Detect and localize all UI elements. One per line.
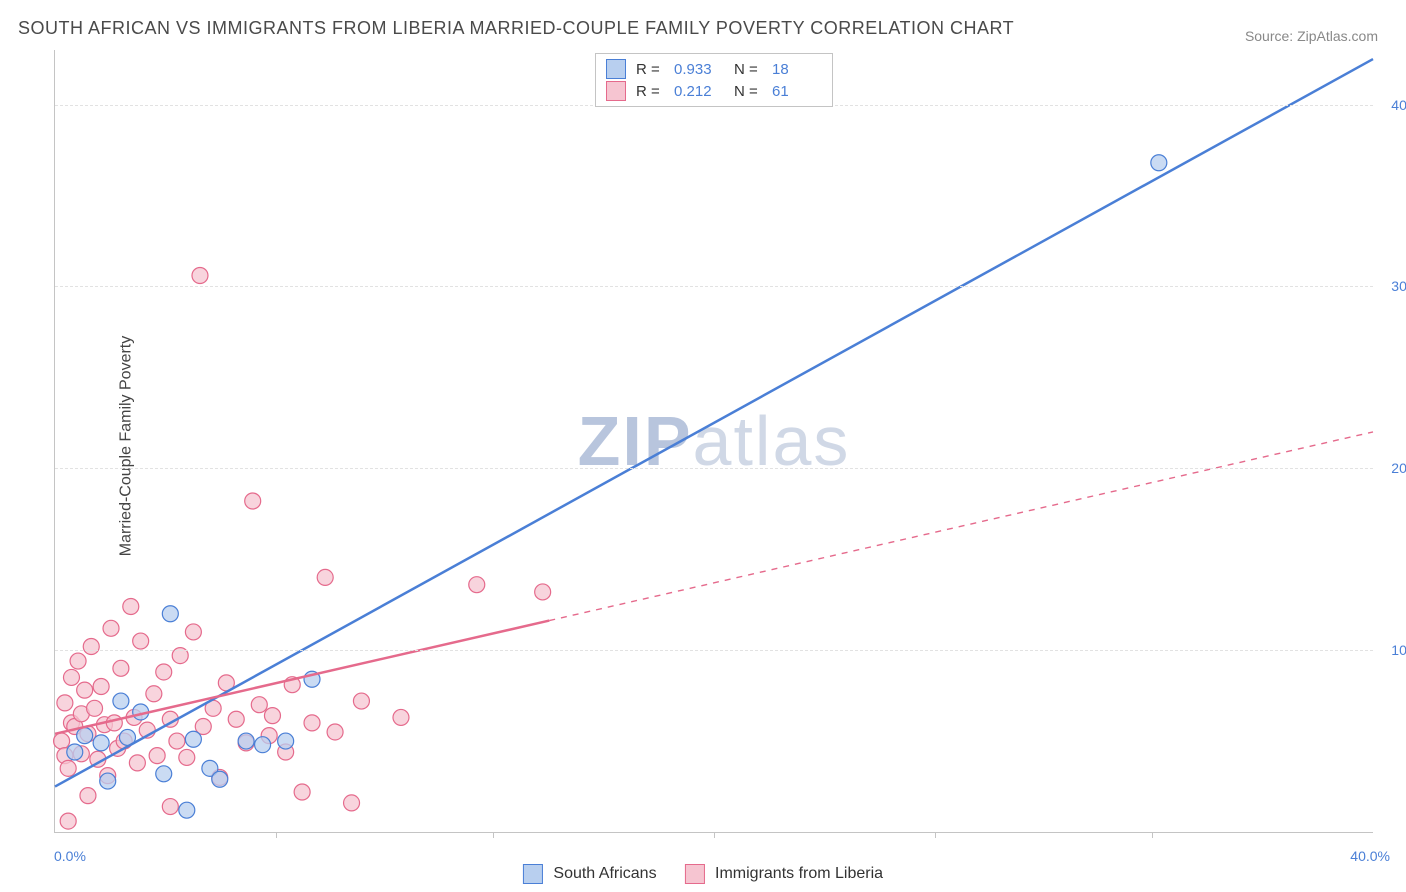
y-tick-label: 30.0%	[1391, 278, 1406, 294]
plot-area: ZIPatlas R = 0.933 N = 18 R = 0.212 N = …	[54, 50, 1373, 833]
scatter-point	[83, 639, 99, 655]
legend-series: South Africans Immigrants from Liberia	[523, 864, 883, 884]
legend-row-0: R = 0.933 N = 18	[606, 58, 822, 80]
scatter-point	[251, 697, 267, 713]
scatter-point	[192, 268, 208, 284]
scatter-point	[344, 795, 360, 811]
scatter-point	[57, 695, 73, 711]
scatter-point	[393, 709, 409, 725]
scatter-point	[113, 693, 129, 709]
scatter-point	[60, 760, 76, 776]
scatter-point	[113, 660, 129, 676]
legend-swatch-icon	[606, 81, 626, 101]
scatter-point	[133, 633, 149, 649]
scatter-point	[77, 728, 93, 744]
tick-v	[935, 832, 936, 838]
scatter-point	[317, 569, 333, 585]
scatter-point	[67, 744, 83, 760]
scatter-point	[327, 724, 343, 740]
scatter-point	[87, 700, 103, 716]
scatter-point	[54, 733, 70, 749]
scatter-point	[294, 784, 310, 800]
legend-label: South Africans	[553, 865, 656, 882]
scatter-point	[80, 788, 96, 804]
scatter-point	[149, 748, 165, 764]
legend-item-1: Immigrants from Liberia	[685, 864, 884, 884]
y-tick-label: 10.0%	[1391, 642, 1406, 658]
scatter-point	[353, 693, 369, 709]
gridline-h	[55, 650, 1373, 651]
scatter-point	[185, 731, 201, 747]
scatter-point	[60, 813, 76, 829]
regression-line-solid	[55, 59, 1373, 786]
scatter-point	[228, 711, 244, 727]
tick-v	[714, 832, 715, 838]
scatter-point	[185, 624, 201, 640]
scatter-point	[156, 766, 172, 782]
x-tick-1: 40.0%	[1350, 848, 1390, 864]
legend-row-1: R = 0.212 N = 61	[606, 80, 822, 102]
scatter-point	[162, 606, 178, 622]
scatter-point	[162, 799, 178, 815]
scatter-point	[93, 679, 109, 695]
scatter-point	[469, 577, 485, 593]
gridline-h	[55, 468, 1373, 469]
legend-label: Immigrants from Liberia	[715, 865, 883, 882]
scatter-point	[179, 802, 195, 818]
source-label: Source: ZipAtlas.com	[1245, 28, 1378, 44]
tick-v	[1152, 832, 1153, 838]
scatter-point	[93, 735, 109, 751]
x-tick-0: 0.0%	[54, 848, 86, 864]
scatter-point	[245, 493, 261, 509]
legend-swatch-icon	[606, 59, 626, 79]
tick-v	[493, 832, 494, 838]
y-tick-label: 40.0%	[1391, 97, 1406, 113]
legend-swatch-icon	[685, 864, 705, 884]
scatter-plot	[55, 50, 1373, 832]
gridline-h	[55, 286, 1373, 287]
scatter-point	[156, 664, 172, 680]
scatter-point	[278, 733, 294, 749]
scatter-point	[304, 715, 320, 731]
scatter-point	[106, 715, 122, 731]
scatter-point	[238, 733, 254, 749]
scatter-point	[129, 755, 145, 771]
scatter-point	[77, 682, 93, 698]
y-tick-label: 20.0%	[1391, 460, 1406, 476]
scatter-point	[1151, 155, 1167, 171]
legend-item-0: South Africans	[523, 864, 657, 884]
scatter-point	[535, 584, 551, 600]
scatter-point	[123, 598, 139, 614]
scatter-point	[212, 771, 228, 787]
chart-title: SOUTH AFRICAN VS IMMIGRANTS FROM LIBERIA…	[18, 18, 1014, 39]
legend-swatch-icon	[523, 864, 543, 884]
scatter-point	[146, 686, 162, 702]
tick-v	[276, 832, 277, 838]
scatter-point	[103, 620, 119, 636]
regression-line-solid	[55, 621, 549, 734]
regression-line-dashed	[549, 432, 1373, 621]
scatter-point	[169, 733, 185, 749]
scatter-point	[179, 749, 195, 765]
scatter-point	[63, 669, 79, 685]
scatter-point	[100, 773, 116, 789]
scatter-point	[255, 737, 271, 753]
scatter-point	[70, 653, 86, 669]
legend-correlation: R = 0.933 N = 18 R = 0.212 N = 61	[595, 53, 833, 107]
scatter-point	[264, 708, 280, 724]
